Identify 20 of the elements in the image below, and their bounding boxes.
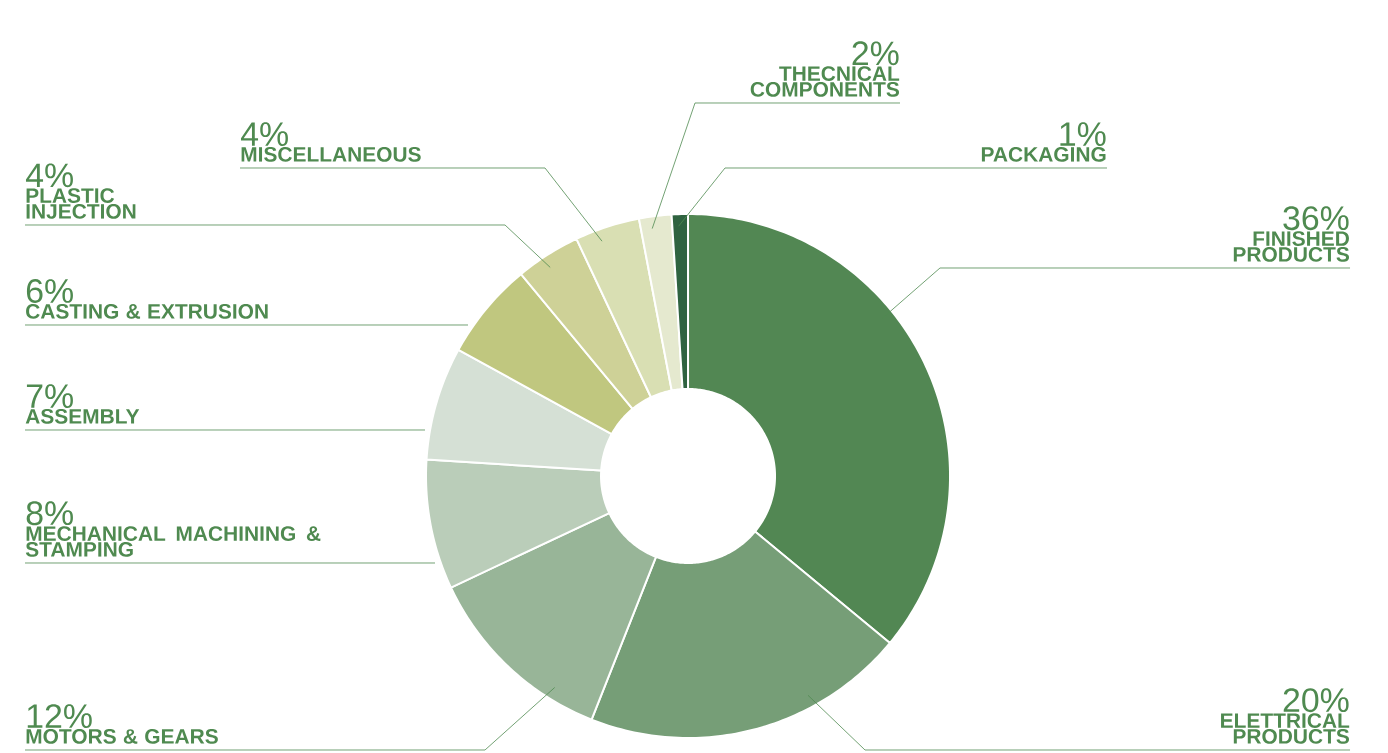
data-label: 4% xyxy=(240,122,288,146)
data-label: 36% xyxy=(1283,206,1349,231)
slice-label: PLASTIC INJECTION xyxy=(26,188,136,219)
data-label: 12% xyxy=(27,704,92,728)
data-label: 7% xyxy=(26,384,73,408)
data-label: 4% xyxy=(25,163,73,188)
slice-label: ELETTRICAL PRODUCTS xyxy=(1221,713,1350,744)
data-label: 20% xyxy=(1283,688,1349,713)
data-label: 2% xyxy=(852,41,899,66)
slice-label: THECNICAL COMPONENTS xyxy=(750,66,900,97)
slice-label: ASSEMBLY xyxy=(25,408,140,424)
data-label: 6% xyxy=(26,279,73,303)
slice-label: CASTING & EXTRUSION xyxy=(26,303,268,319)
slice-label: FINISHED PRODUCTS xyxy=(1233,231,1349,262)
data-label: 8% xyxy=(26,501,73,526)
slice-label: PACKAGING xyxy=(981,146,1106,162)
slice-label: MISCELLANEOUS xyxy=(241,146,421,162)
data-label: 1% xyxy=(1060,122,1106,146)
slice-label: MOTORS & GEARS xyxy=(26,728,218,744)
slice-label: MECHANICAL MACHINING & STAMPING xyxy=(25,526,321,557)
